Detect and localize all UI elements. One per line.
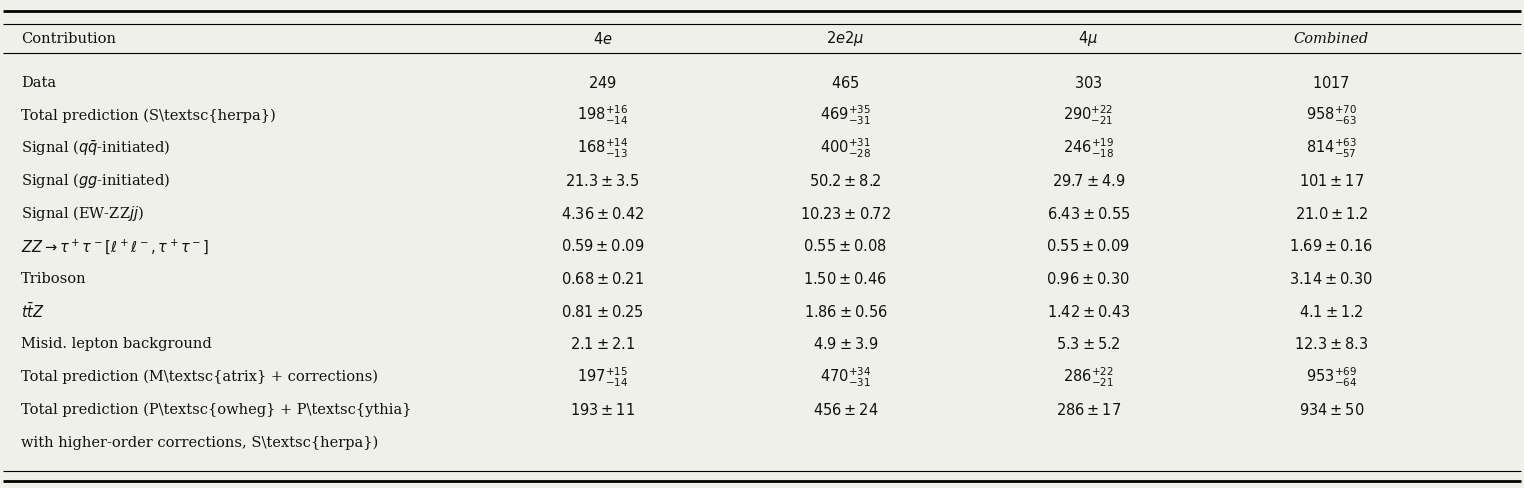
Text: $12.3 \pm 8.3$: $12.3 \pm 8.3$: [1294, 336, 1369, 352]
Text: $1017$: $1017$: [1312, 75, 1350, 91]
Text: $470^{+34}_{-31}$: $470^{+34}_{-31}$: [820, 366, 872, 388]
Text: Data: Data: [21, 76, 56, 90]
Text: Contribution: Contribution: [21, 32, 116, 46]
Text: Signal ($gg$-initiated): Signal ($gg$-initiated): [21, 171, 171, 190]
Text: $456 \pm 24$: $456 \pm 24$: [812, 402, 878, 418]
Text: Total prediction (P\textsc{owheg} + P\textsc{ythia}: Total prediction (P\textsc{owheg} + P\te…: [21, 403, 411, 417]
Text: $0.68 \pm 0.21$: $0.68 \pm 0.21$: [561, 271, 645, 287]
Text: $1.69 \pm 0.16$: $1.69 \pm 0.16$: [1289, 238, 1373, 254]
Text: $2e2\mu$: $2e2\mu$: [826, 29, 864, 48]
Text: with higher-order corrections, S\textsc{herpa}): with higher-order corrections, S\textsc{…: [21, 435, 378, 449]
Text: Misid. lepton background: Misid. lepton background: [21, 337, 212, 351]
Text: $1.86 \pm 0.56$: $1.86 \pm 0.56$: [803, 304, 887, 320]
Text: Signal (EW-ZZ$jj$): Signal (EW-ZZ$jj$): [21, 204, 143, 223]
Text: $4.1 \pm 1.2$: $4.1 \pm 1.2$: [1300, 304, 1364, 320]
Text: Total prediction (S\textsc{herpa}): Total prediction (S\textsc{herpa}): [21, 108, 276, 122]
Text: $249$: $249$: [588, 75, 617, 91]
Text: $286^{+22}_{-21}$: $286^{+22}_{-21}$: [1064, 366, 1114, 388]
Text: $953^{+69}_{-64}$: $953^{+69}_{-64}$: [1306, 366, 1356, 388]
Text: Signal ($q\bar{q}$-initiated): Signal ($q\bar{q}$-initiated): [21, 139, 171, 158]
Text: $465$: $465$: [831, 75, 860, 91]
Text: $4.36 \pm 0.42$: $4.36 \pm 0.42$: [561, 205, 645, 222]
Text: $469^{+35}_{-31}$: $469^{+35}_{-31}$: [820, 104, 870, 127]
Text: $0.81 \pm 0.25$: $0.81 \pm 0.25$: [561, 304, 645, 320]
Text: $4.9 \pm 3.9$: $4.9 \pm 3.9$: [812, 336, 878, 352]
Text: $21.0 \pm 1.2$: $21.0 \pm 1.2$: [1294, 205, 1369, 222]
Text: $4\mu$: $4\mu$: [1079, 29, 1099, 48]
Text: $ZZ \to \tau^+\tau^-[\ell^+\ell^-, \tau^+\tau^-]$: $ZZ \to \tau^+\tau^-[\ell^+\ell^-, \tau^…: [21, 237, 209, 256]
Text: $303$: $303$: [1074, 75, 1103, 91]
Text: $5.3 \pm 5.2$: $5.3 \pm 5.2$: [1056, 336, 1120, 352]
Text: $6.43 \pm 0.55$: $6.43 \pm 0.55$: [1047, 205, 1131, 222]
Text: $193 \pm 11$: $193 \pm 11$: [570, 402, 636, 418]
Text: $21.3 \pm 3.5$: $21.3 \pm 3.5$: [565, 173, 640, 189]
Text: $197^{+15}_{-14}$: $197^{+15}_{-14}$: [578, 366, 628, 388]
Text: Triboson: Triboson: [21, 272, 87, 286]
Text: $1.50 \pm 0.46$: $1.50 \pm 0.46$: [803, 271, 887, 287]
Text: $0.55 \pm 0.08$: $0.55 \pm 0.08$: [803, 238, 887, 254]
Text: Total prediction (M\textsc{atrix} + corrections): Total prediction (M\textsc{atrix} + corr…: [21, 370, 378, 384]
Text: $400^{+31}_{-28}$: $400^{+31}_{-28}$: [820, 137, 872, 160]
Text: $50.2 \pm 8.2$: $50.2 \pm 8.2$: [809, 173, 882, 189]
Text: $3.14 \pm 0.30$: $3.14 \pm 0.30$: [1289, 271, 1373, 287]
Text: $958^{+70}_{-63}$: $958^{+70}_{-63}$: [1306, 104, 1356, 127]
Text: $934 \pm 50$: $934 \pm 50$: [1298, 402, 1364, 418]
Text: Combined: Combined: [1294, 32, 1369, 46]
Text: $101 \pm 17$: $101 \pm 17$: [1298, 173, 1364, 189]
Text: $1.42 \pm 0.43$: $1.42 \pm 0.43$: [1047, 304, 1131, 320]
Text: $814^{+63}_{-57}$: $814^{+63}_{-57}$: [1306, 137, 1356, 160]
Text: $10.23 \pm 0.72$: $10.23 \pm 0.72$: [800, 205, 892, 222]
Text: $168^{+14}_{-13}$: $168^{+14}_{-13}$: [578, 137, 628, 160]
Text: $198^{+16}_{-14}$: $198^{+16}_{-14}$: [578, 104, 628, 127]
Text: $0.55 \pm 0.09$: $0.55 \pm 0.09$: [1047, 238, 1131, 254]
Text: $4e$: $4e$: [593, 31, 613, 47]
Text: $0.59 \pm 0.09$: $0.59 \pm 0.09$: [561, 238, 645, 254]
Text: $0.96 \pm 0.30$: $0.96 \pm 0.30$: [1047, 271, 1131, 287]
Text: $2.1 \pm 2.1$: $2.1 \pm 2.1$: [570, 336, 636, 352]
Text: $246^{+19}_{-18}$: $246^{+19}_{-18}$: [1062, 137, 1114, 160]
Text: $t\bar{t}Z$: $t\bar{t}Z$: [21, 302, 44, 321]
Text: $29.7 \pm 4.9$: $29.7 \pm 4.9$: [1052, 173, 1125, 189]
Text: $286 \pm 17$: $286 \pm 17$: [1056, 402, 1122, 418]
Text: $290^{+22}_{-21}$: $290^{+22}_{-21}$: [1064, 104, 1114, 127]
